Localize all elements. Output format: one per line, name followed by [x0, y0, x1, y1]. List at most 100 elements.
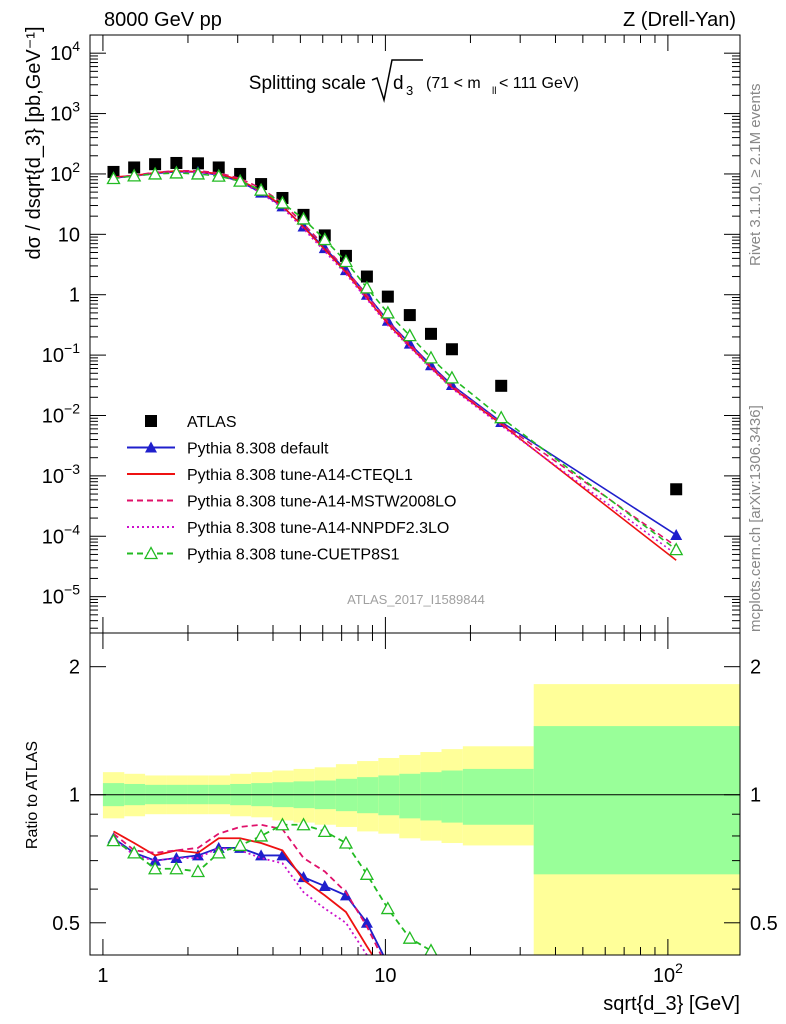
pythia-8-308-tune-cuetp8s1-point — [296, 211, 311, 225]
pythia-8-308-tune-cuetp8s1-ratio-point — [402, 930, 417, 944]
y-tick-label-main: 104 — [50, 38, 80, 65]
pythia-8-308-tune-cuetp8s1-ratio-point — [424, 943, 438, 955]
legend-label-pythia-8-308-tune-cuetp8s1: Pythia 8.308 tune-CUETP8S1 — [187, 547, 400, 564]
pythia-8-308-default-ratio-point — [276, 849, 289, 861]
x-axis-title: sqrt{d_3} [GeV] — [603, 993, 740, 1015]
atlas-point — [170, 156, 183, 169]
atlas-point — [360, 270, 373, 283]
pythia-8-308-tune-a14-mstw2008lo-ratio-line — [112, 823, 383, 955]
legend-label-pythia-8-308-tune-a14-mstw2008lo: Pythia 8.308 tune-A14-MSTW2008LO — [187, 494, 456, 511]
pythia-8-308-tune-cuetp8s1-point — [423, 350, 439, 364]
legend-label-pythia-8-308-tune-a14-nnpdf2-3lo: Pythia 8.308 tune-A14-NNPDF2.3LO — [187, 520, 449, 537]
y-tick-label-main: 103 — [50, 99, 80, 126]
atlas-point — [445, 343, 458, 356]
atlas-point — [149, 158, 162, 171]
x-tick-label: 1 — [97, 965, 108, 987]
y-tick-label-ratio-right: 2 — [750, 657, 761, 679]
ratio-panel-frame — [89, 632, 741, 956]
pythia-8-308-tune-cuetp8s1-ratio-point — [317, 824, 332, 838]
pythia-8-308-default-point — [424, 359, 437, 371]
pythia-8-308-tune-cuetp8s1-point — [148, 166, 163, 180]
pythia-8-308-tune-cuetp8s1-ratio-point — [190, 864, 206, 878]
atlas-point — [381, 290, 394, 303]
pythia-8-308-tune-cuetp8s1-ratio-point — [127, 845, 142, 859]
pythia-8-308-default-point — [360, 288, 373, 300]
x-tick-label: 102 — [653, 960, 683, 987]
legend-marker-pythia-8-308-default — [145, 441, 157, 453]
pythia-8-308-tune-cuetp8s1-point — [253, 182, 269, 196]
sqrt-symbol — [371, 59, 423, 103]
y-tick-label-main: 10−2 — [42, 400, 80, 427]
atlas-point — [495, 379, 508, 392]
y-axis-title: dσ / dsqrt{d_3} [pb,GeV⁻¹] — [23, 26, 45, 259]
pythia-8-308-tune-a14-nnpdf2-3lo-line — [113, 171, 677, 556]
pythia-8-308-tune-cuetp8s1-point — [190, 166, 206, 180]
main-panel-series — [106, 156, 684, 561]
pythia-8-308-tune-cuetp8s1-point — [127, 168, 142, 182]
y-tick-label-ratio: 2 — [69, 657, 80, 679]
y-tick-label-main: 10−4 — [42, 521, 80, 548]
pythia-8-308-tune-cuetp8s1-point — [444, 370, 460, 384]
ratio-axis-title: Ratio to ATLAS — [24, 741, 41, 849]
side-rivet: Rivet 3.1.10, ≥ 2.1M events — [747, 84, 764, 267]
ratio-uncertainty-bands — [102, 684, 740, 955]
inner-band-bin — [533, 726, 740, 875]
inner-band-bin — [378, 775, 400, 816]
legend-label-atlas: ATLAS — [187, 414, 237, 431]
pythia-8-308-tune-cuetp8s1-point — [380, 305, 395, 319]
pythia-8-308-default-point — [445, 378, 458, 390]
plot-title-range-pre: (71 < m — [426, 75, 481, 92]
header-right: Z (Drell-Yan) — [623, 9, 736, 31]
pythia-8-308-tune-cuetp8s1-ratio-point — [211, 845, 226, 859]
pythia-8-308-tune-cuetp8s1-point — [402, 328, 417, 342]
pythia-8-308-default-ratio-point — [149, 854, 162, 866]
y-tick-label-main: 10−5 — [42, 582, 80, 609]
atlas-point — [191, 157, 204, 170]
y-tick-label-ratio-right: 1 — [750, 785, 761, 807]
pythia-8-308-tune-cuetp8s1-point — [494, 410, 509, 424]
atlas-point — [424, 327, 437, 340]
inner-band-bin — [420, 772, 442, 821]
header-left: 8000 GeV pp — [104, 9, 222, 31]
main-panel-frame — [89, 34, 741, 634]
legend-marker-atlas — [145, 415, 157, 427]
plot-title-range-sub: ll — [492, 86, 496, 97]
pythia-8-308-default-ratio-point — [360, 916, 373, 928]
pythia-8-308-tune-cuetp8s1-ratio-point — [169, 861, 184, 875]
pythia-8-308-tune-a14-mstw2008lo-line — [113, 169, 677, 548]
plot-title-range-post: < 111 GeV) — [499, 75, 579, 92]
plot-title-main: Splitting scale — [249, 73, 366, 94]
pythia-8-308-tune-cuetp8s1-ratio-point — [338, 835, 354, 849]
pythia-8-308-tune-cuetp8s1-point — [317, 232, 332, 246]
atlas-point — [212, 161, 225, 174]
pythia-8-308-default-point — [403, 337, 416, 349]
y-tick-label-main: 102 — [50, 159, 80, 186]
y-tick-label-main: 1 — [69, 285, 80, 307]
pythia-8-308-default-ratio-point — [318, 880, 331, 892]
plot-title-var-sub: 3 — [406, 83, 413, 98]
plot-title-var: d — [393, 73, 404, 94]
panel-frames — [89, 34, 741, 956]
y-tick-label-ratio-right: 0.5 — [750, 913, 778, 935]
ratio-panel-series — [106, 817, 438, 955]
legend-marker-pythia-8-308-tune-cuetp8s1 — [143, 546, 159, 560]
y-tick-label-main: 10−3 — [42, 461, 80, 488]
axis-ticks — [90, 34, 740, 955]
pythia-8-308-tune-cuetp8s1-ratio-point — [148, 861, 163, 875]
pythia-8-308-default-ratio-point — [339, 889, 352, 901]
inner-band-bin — [462, 768, 534, 825]
pythia-8-308-tune-cuetp8s1-point — [359, 280, 374, 294]
inner-band-bin — [399, 773, 421, 819]
pythia-8-308-tune-cuetp8s1-point — [338, 254, 354, 268]
side-mcplots: mcplots.cern.ch [arXiv:1306.3436] — [747, 405, 764, 632]
atlas-point — [403, 309, 416, 322]
watermark-analysis: ATLAS_2017_I1589844 — [347, 592, 485, 607]
inner-band-bin — [441, 770, 463, 823]
pythia-8-308-tune-cuetp8s1-ratio-line — [113, 823, 432, 952]
pythia-8-308-tune-cuetp8s1-point — [211, 168, 226, 182]
atlas-point — [128, 161, 141, 174]
y-tick-label-ratio: 1 — [69, 785, 80, 807]
pythia-8-308-tune-cuetp8s1-ratio-point — [296, 817, 311, 831]
